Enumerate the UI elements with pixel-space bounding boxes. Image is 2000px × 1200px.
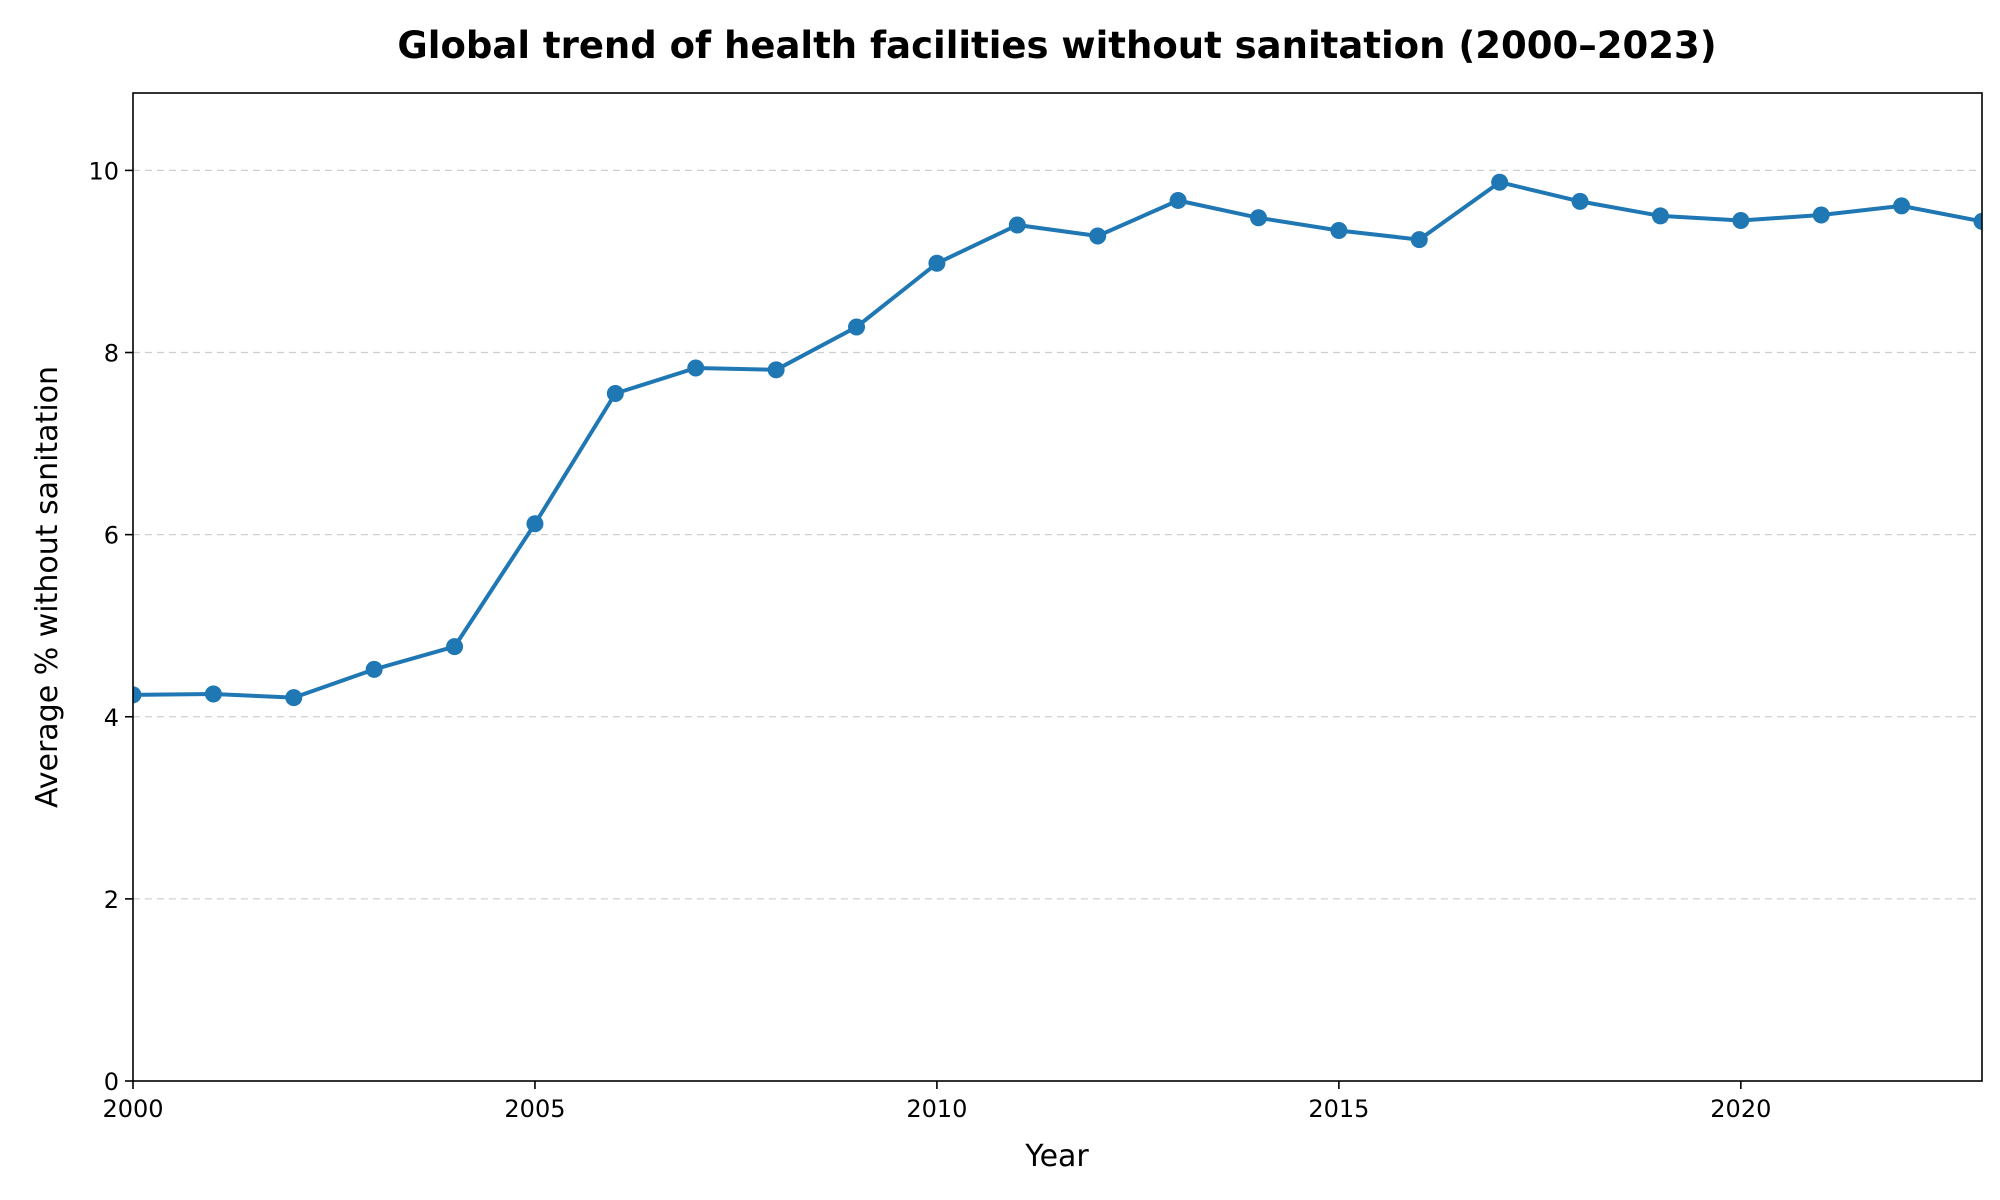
data-point — [1008, 216, 1026, 234]
data-point — [446, 638, 464, 656]
y-tick-label: 10 — [88, 157, 119, 185]
data-point — [365, 660, 383, 678]
data-point — [133, 686, 142, 704]
data-point — [1651, 207, 1669, 225]
x-tick-label: 2000 — [102, 1095, 163, 1123]
x-tick-label: 2010 — [906, 1095, 967, 1123]
series-markers — [133, 173, 1982, 707]
plot-area — [133, 173, 1982, 707]
x-tick-label: 2020 — [1710, 1095, 1771, 1123]
y-tick-label: 8 — [104, 340, 119, 368]
grid-lines — [133, 169, 1982, 900]
x-axis-label: Year — [1024, 1139, 1089, 1174]
x-tick-label: 2015 — [1308, 1095, 1369, 1123]
y-axis-label: Average % without sanitation — [30, 366, 65, 808]
data-point — [526, 515, 544, 533]
chart-title: Global trend of health facilities withou… — [397, 24, 1716, 67]
data-point — [687, 359, 705, 377]
data-point — [1973, 212, 1982, 230]
series-line — [133, 180, 1982, 700]
plot-frame — [132, 92, 1983, 1082]
data-point — [767, 361, 785, 379]
data-point — [1732, 211, 1750, 229]
data-point — [1410, 231, 1428, 249]
y-tick-label: 4 — [104, 704, 119, 732]
data-point — [1330, 222, 1348, 240]
data-point — [606, 384, 624, 402]
data-point — [1812, 206, 1830, 224]
y-tick-label: 0 — [104, 1068, 119, 1096]
y-axis-ticks: 0 2 4 6 8 10 — [88, 157, 133, 1096]
data-point — [928, 254, 946, 272]
y-tick-label: 2 — [104, 886, 119, 914]
x-tick-label: 2005 — [504, 1095, 565, 1123]
data-point — [1571, 192, 1589, 210]
data-point — [204, 685, 222, 703]
x-axis-ticks: 2000 2005 2010 2015 2020 — [102, 1081, 1771, 1123]
y-tick-label: 6 — [104, 522, 119, 550]
data-point — [285, 689, 303, 707]
data-point — [1249, 209, 1267, 227]
data-point — [1089, 227, 1107, 245]
data-point — [1491, 173, 1509, 191]
data-point — [848, 318, 866, 336]
data-point — [1169, 191, 1187, 209]
data-point — [1893, 197, 1911, 215]
